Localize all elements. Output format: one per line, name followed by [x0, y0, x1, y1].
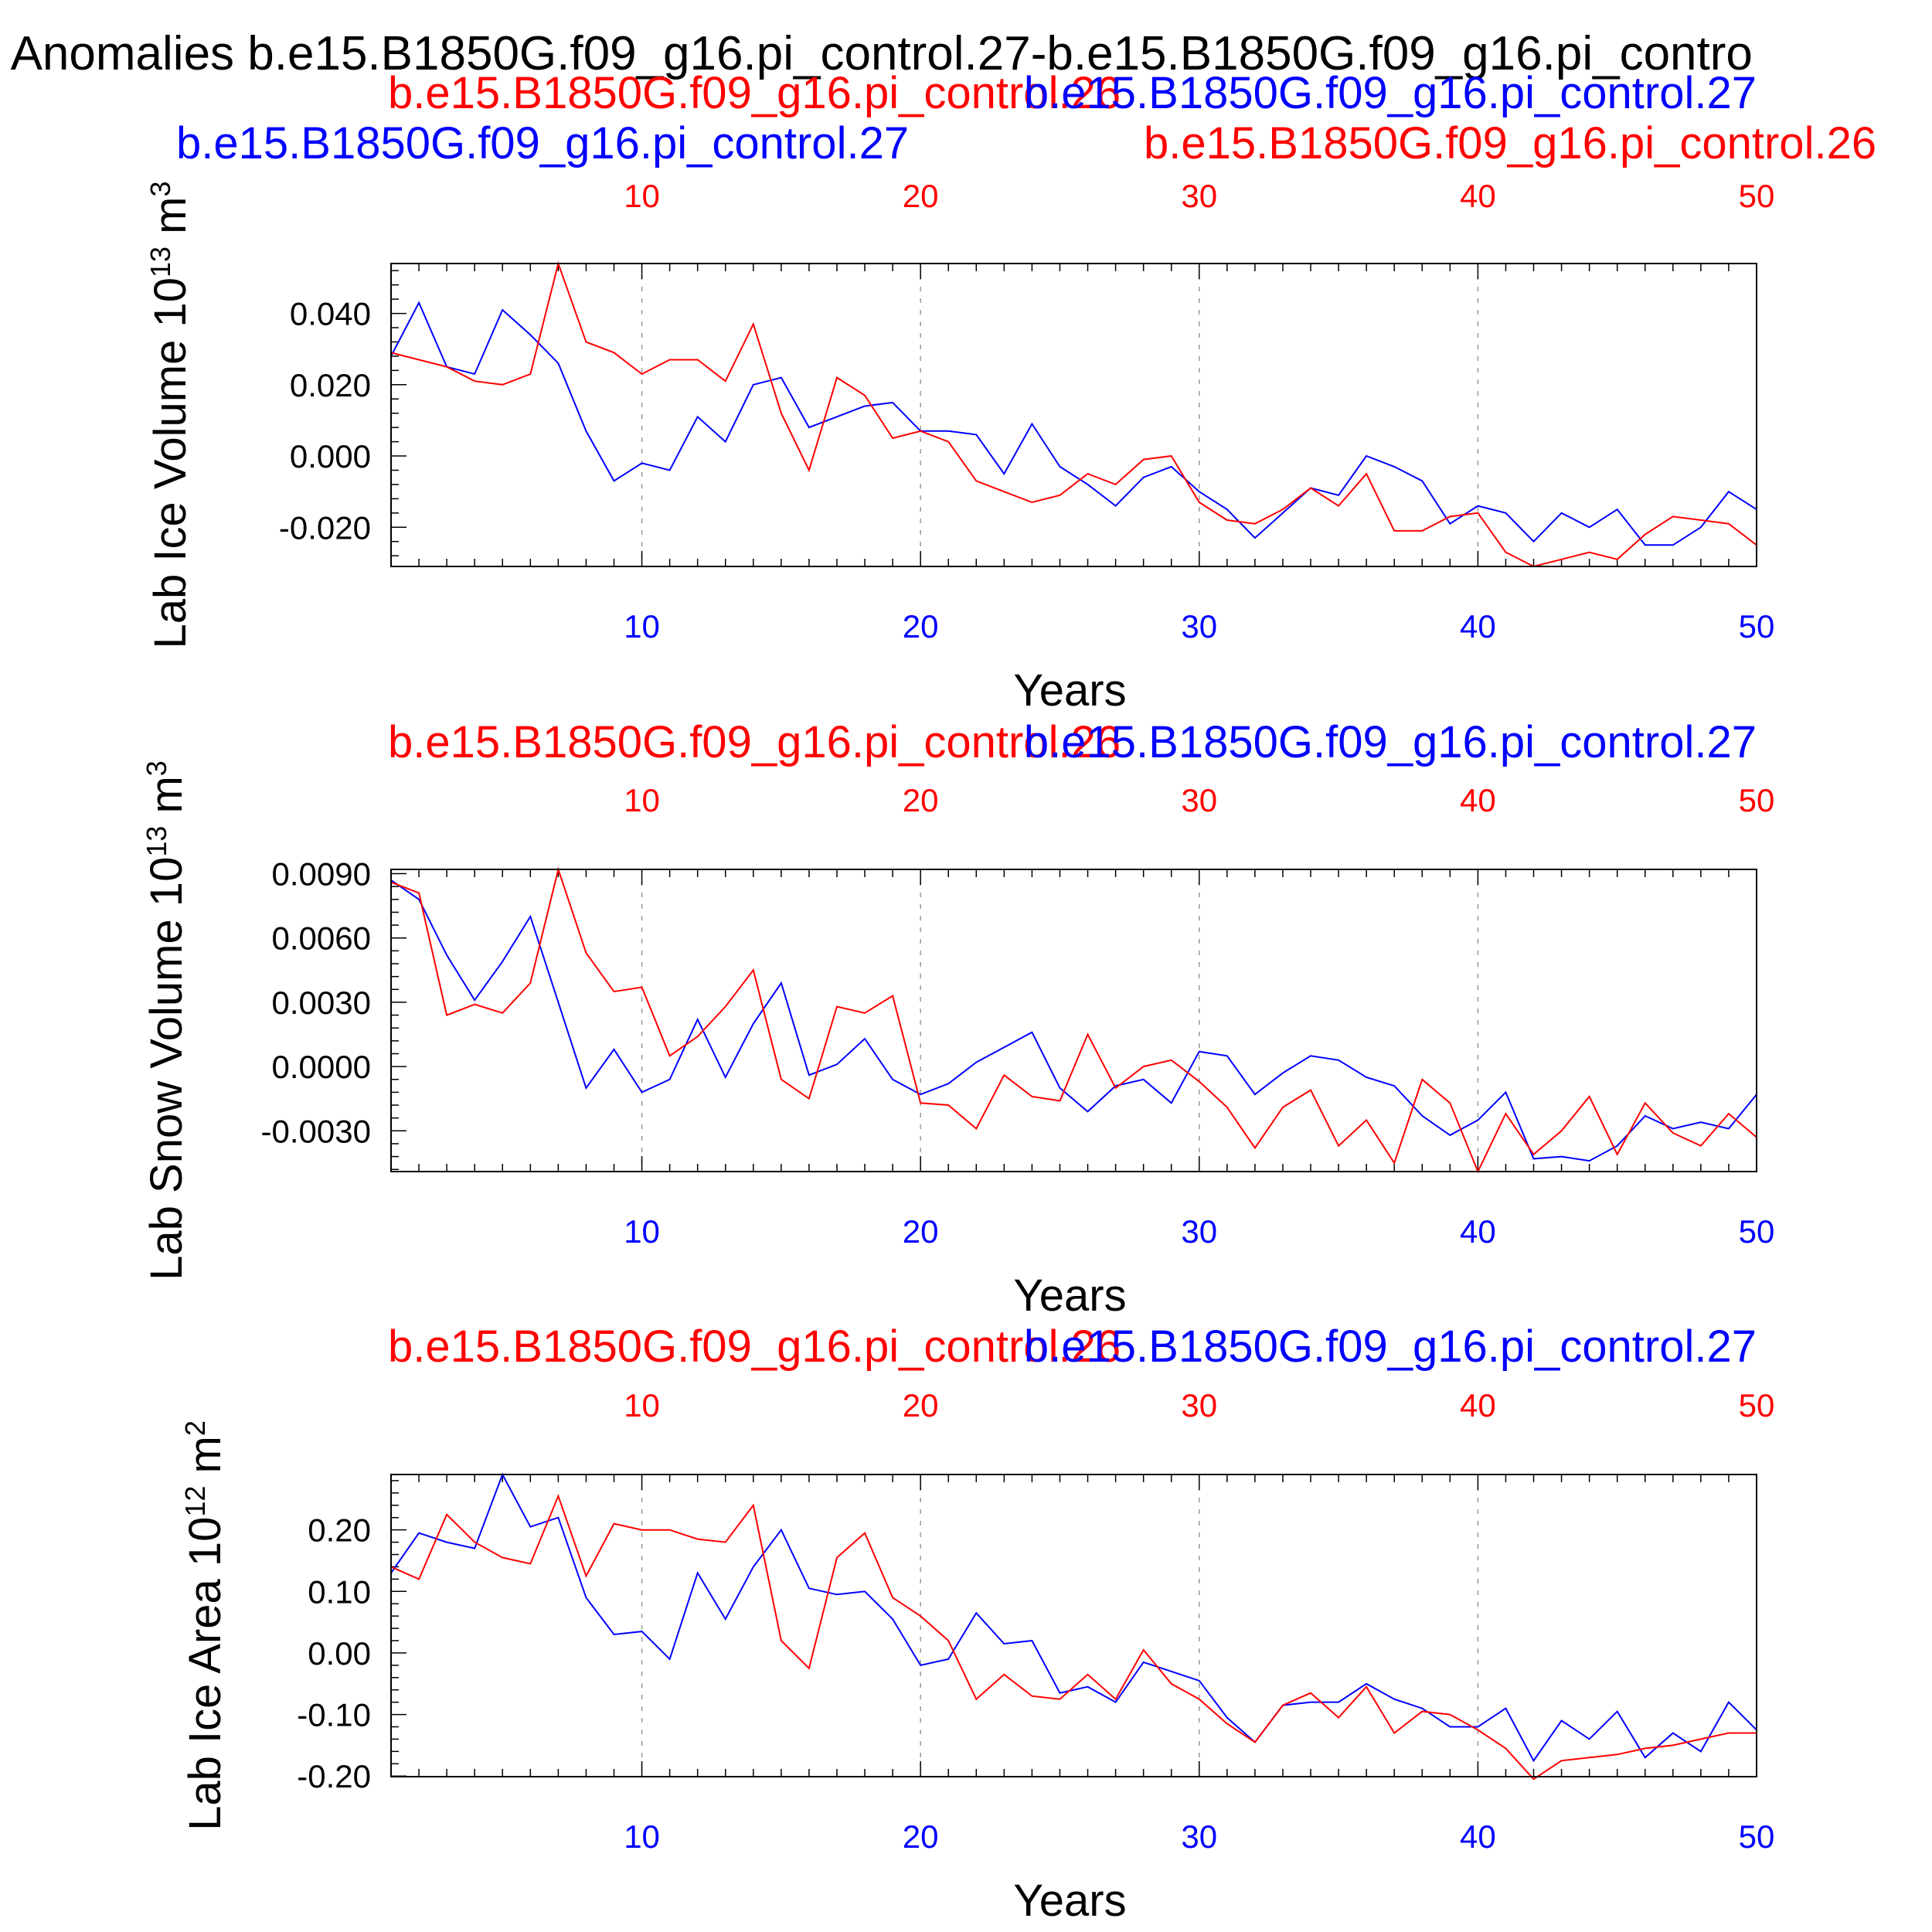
x-tick-label: 50 [1739, 1213, 1775, 1250]
x-tick-label: 20 [903, 608, 939, 645]
x-tick-label-top: 20 [903, 1387, 939, 1423]
x-tick-label: 30 [1181, 1213, 1217, 1250]
x-tick-label-top: 10 [624, 178, 660, 214]
x-tick-label-top: 10 [624, 1387, 660, 1423]
x-tick-label: 10 [624, 1818, 660, 1855]
x-tick-label-top: 50 [1739, 178, 1775, 214]
plot-frame [390, 1474, 1757, 1777]
y-tick-label: 0.10 [308, 1573, 371, 1610]
series-line-control-26 [390, 866, 1757, 1174]
panel-snow-volume: 0.0090 0.0060 0.0030 0.0000 -0.0030 10 10 20 20 3… [141, 717, 1775, 1321]
x-tick-label: 50 [1739, 608, 1775, 645]
series-label: b.e15.B1850G.f09_g16.pi_control.27 [1024, 68, 1757, 118]
panel-ice-area: 0.20 0.10 0.00 -0.10 -0.20 10 10 20 20 30 30 40 40 50… [179, 1321, 1775, 1926]
x-tick-label-top: 50 [1739, 1387, 1775, 1423]
x-tick-label: 40 [1460, 1818, 1496, 1855]
x-tick-label-top: 30 [1181, 782, 1217, 818]
series-line-control-27 [390, 301, 1757, 546]
x-tick-label-top: 20 [903, 178, 939, 214]
x-tick-label-top: 40 [1460, 178, 1496, 214]
y-tick-label: -0.020 [279, 509, 371, 546]
series-line-control-27 [390, 1472, 1757, 1763]
y-tick-label: 0.0090 [272, 856, 371, 893]
y-tick-label: 0.000 [290, 438, 371, 474]
x-tick-label: 20 [903, 1818, 939, 1855]
y-tick-label: 0.0000 [272, 1049, 371, 1085]
y-axis-title: Lab Ice Volume 1013 m3 [145, 182, 196, 649]
y-tick-label: -0.20 [297, 1758, 371, 1794]
x-axis-title: Years [1013, 1876, 1126, 1926]
series-label: b.e15.B1850G.f09_g16.pi_control.26 [388, 68, 1121, 118]
y-tick-label: -0.10 [297, 1697, 371, 1733]
y-tick-label: 0.040 [290, 296, 371, 332]
x-tick-label: 10 [624, 608, 660, 645]
x-axis-title: Years [1013, 1270, 1126, 1321]
panel-ice-volume: 0.040 0.020 0.000 -0.020 10 10 20 20 30 30 40 40 50 5… [145, 68, 1877, 716]
series-label: b.e15.B1850G.f09_g16.pi_control.26 [388, 1321, 1121, 1372]
y-tick-label: 0.20 [308, 1512, 371, 1549]
y-tick-label: -0.0030 [261, 1113, 371, 1149]
x-tick-label-top: 40 [1460, 782, 1496, 818]
x-tick-label: 10 [624, 1213, 660, 1250]
y-tick-label: 0.0030 [272, 985, 371, 1021]
y-axis-title: Lab Snow Volume 1013 m3 [141, 760, 192, 1281]
series-label: b.e15.B1850G.f09_g16.pi_control.27 [1024, 717, 1757, 767]
y-tick-label: 0.0060 [272, 920, 371, 957]
series-label: b.e15.B1850G.f09_g16.pi_control.26 [1144, 118, 1876, 168]
x-tick-label-top: 40 [1460, 1387, 1496, 1423]
series-label: b.e15.B1850G.f09_g16.pi_control.27 [176, 118, 909, 168]
x-tick-label-top: 50 [1739, 782, 1775, 818]
y-tick-label: 0.00 [308, 1635, 371, 1672]
x-tick-label-top: 10 [624, 782, 660, 818]
series-line-control-27 [390, 879, 1757, 1162]
y-axis-title: Lab Ice Area 1012 m2 [179, 1420, 231, 1831]
figure-title: l Anomalies b.e15.B1850G.f09_g16.pi_cont… [0, 27, 1753, 80]
plot-frame [390, 869, 1757, 1172]
series-label: b.e15.B1850G.f09_g16.pi_control.26 [388, 717, 1121, 767]
plot-frame [390, 263, 1757, 567]
series-label: b.e15.B1850G.f09_g16.pi_control.27 [1024, 1321, 1757, 1372]
x-tick-label-top: 30 [1181, 1387, 1217, 1423]
x-tick-label: 40 [1460, 608, 1496, 645]
x-axis-title: Years [1013, 665, 1126, 716]
y-tick-label: 0.020 [290, 367, 371, 403]
x-tick-label: 20 [903, 1213, 939, 1250]
x-tick-label: 30 [1181, 608, 1217, 645]
x-tick-label-top: 20 [903, 782, 939, 818]
series-line-control-26 [390, 1494, 1757, 1781]
x-tick-label: 30 [1181, 1818, 1217, 1855]
x-tick-label-top: 30 [1181, 178, 1217, 214]
x-tick-label: 50 [1739, 1818, 1775, 1855]
x-tick-label: 40 [1460, 1213, 1496, 1250]
series-line-control-26 [390, 260, 1757, 568]
